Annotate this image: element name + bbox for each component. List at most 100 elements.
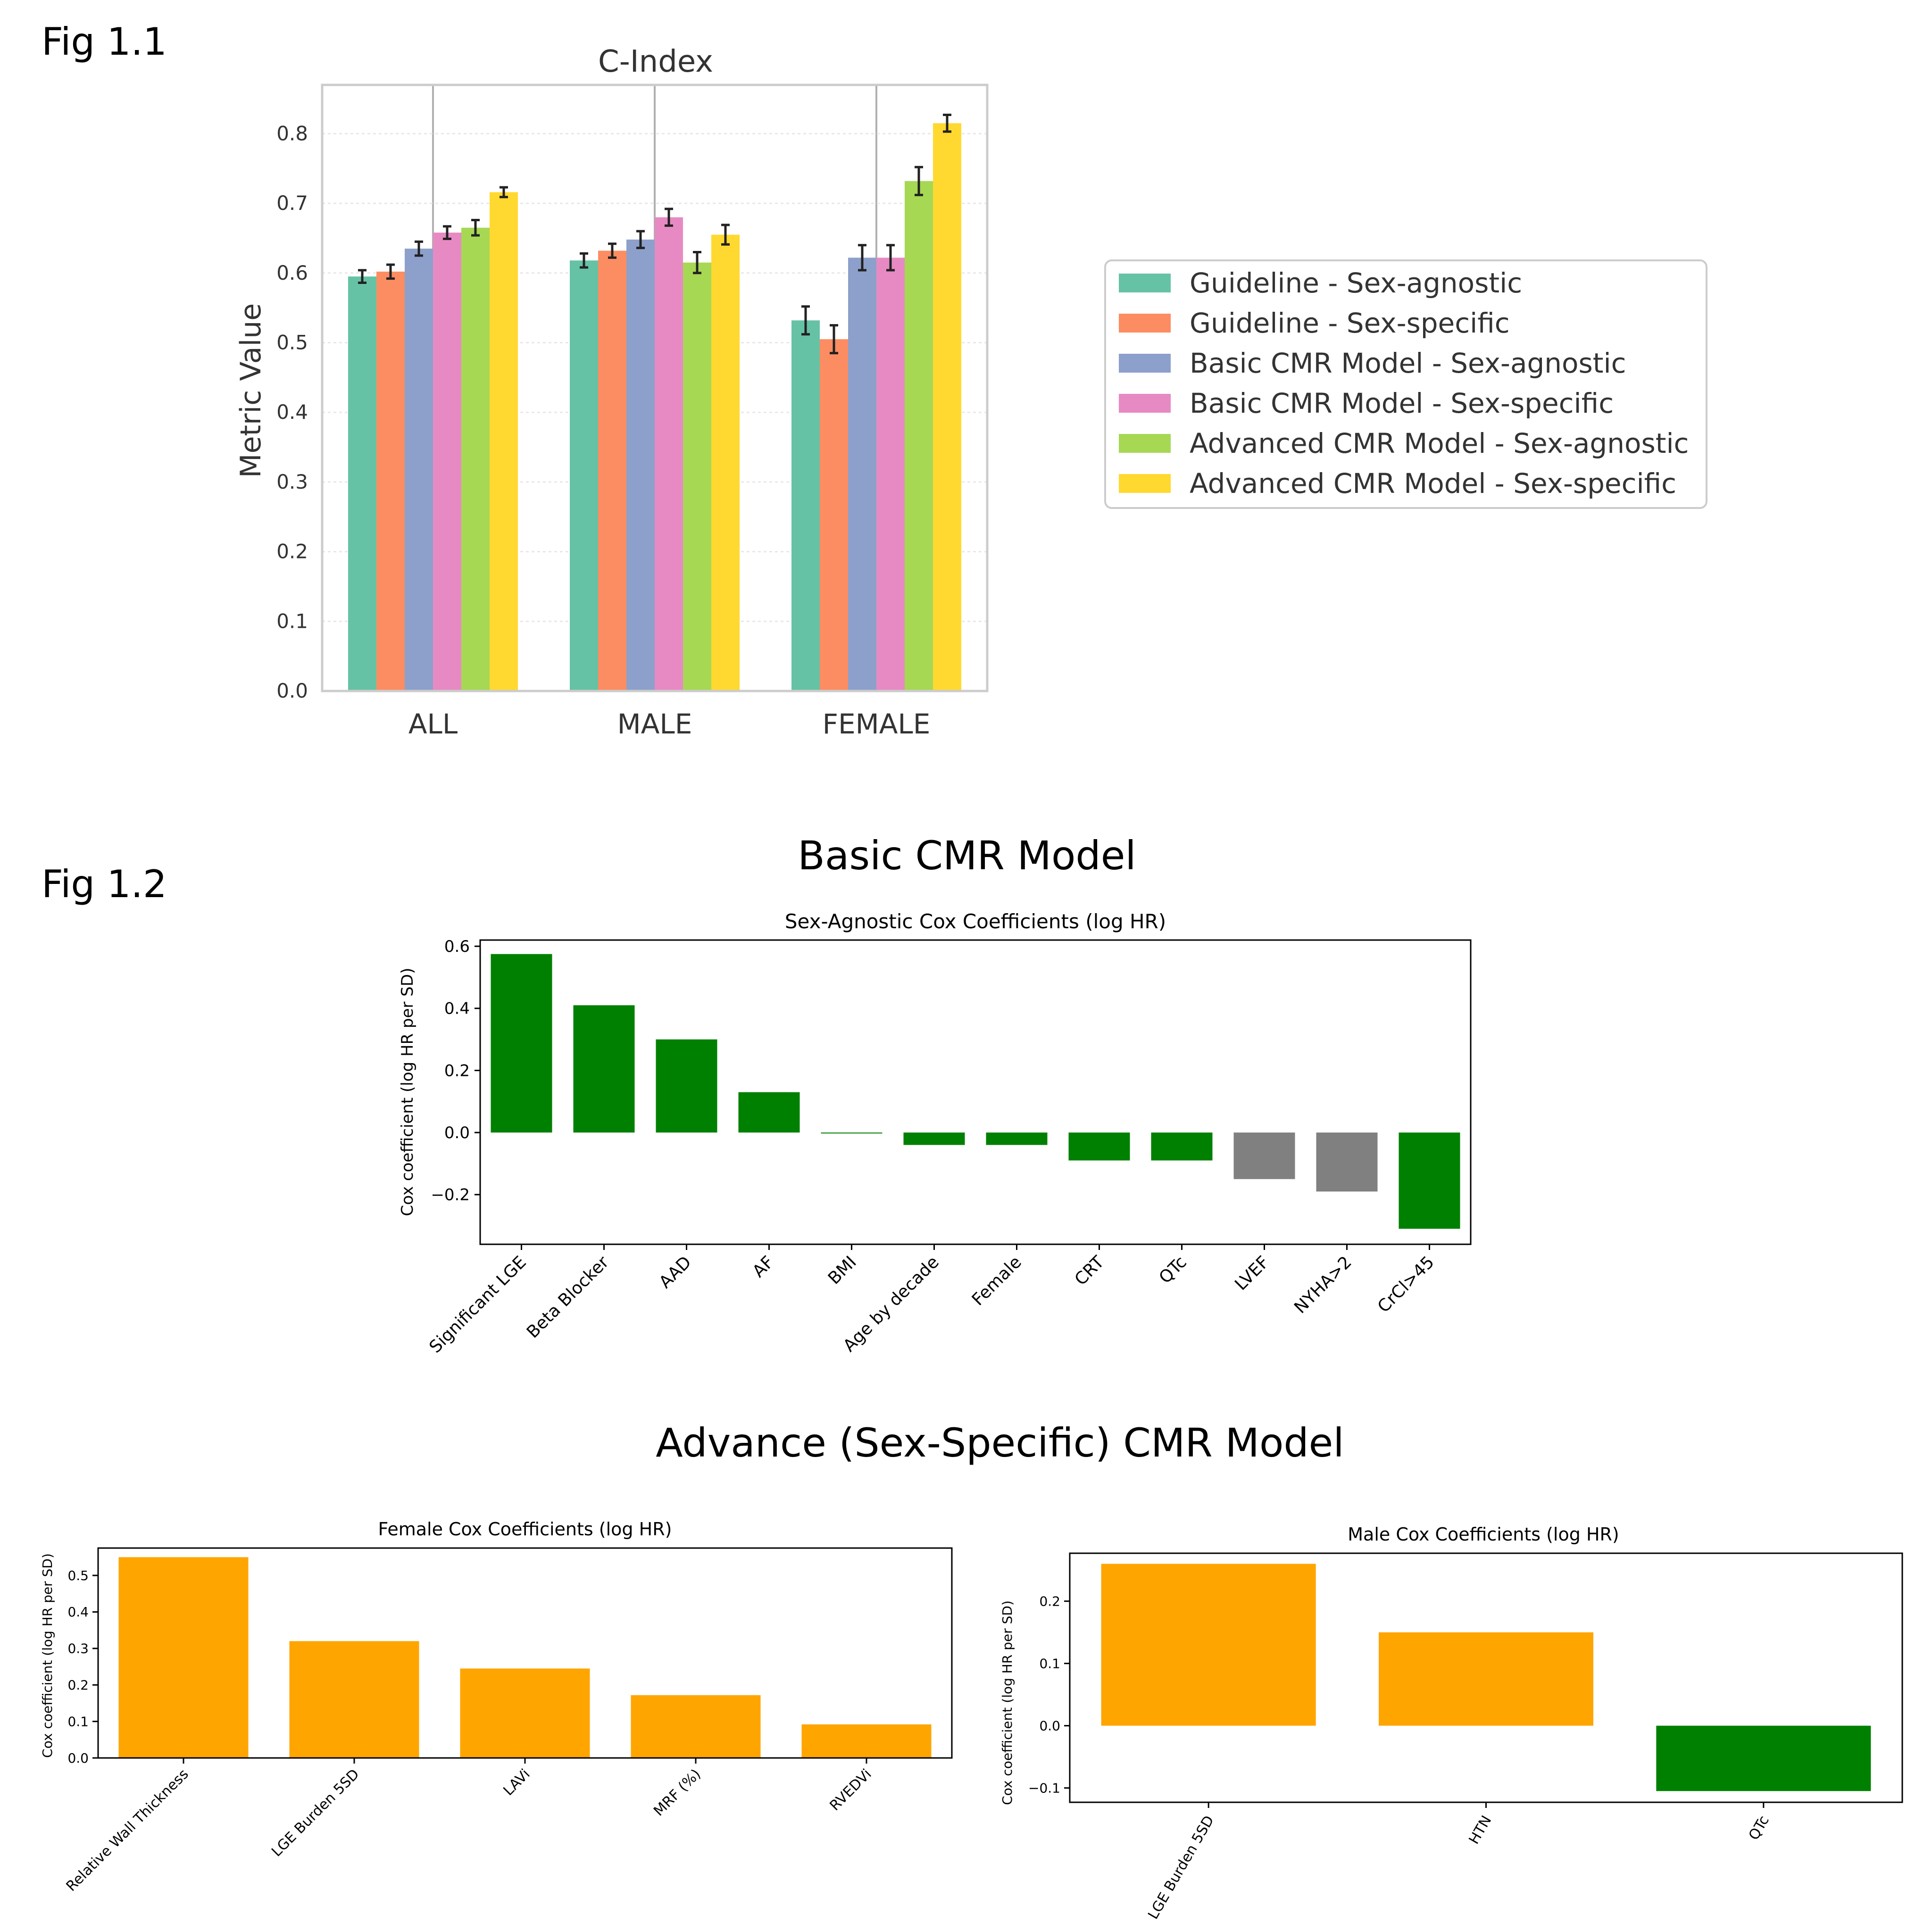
c-index-legend: Guideline - Sex-agnostic Guideline - Sex-… [1104, 259, 1707, 509]
male-x-tick-label: QTc [1746, 1813, 1773, 1843]
sex-agnostic-y-tick-label: 0.2 [444, 1061, 470, 1080]
female-y-tick-label: 0.4 [67, 1604, 89, 1620]
female-title: Female Cox Coefficients (log HR) [378, 1519, 672, 1540]
sex-agnostic-bar [986, 1133, 1048, 1145]
sex-agnostic-bar [1399, 1133, 1460, 1229]
sex-agnostic-bar [573, 1005, 635, 1133]
c-index-bar [905, 181, 933, 691]
sex-agnostic-bar [656, 1039, 717, 1133]
male-x-tick-label: HTN [1466, 1813, 1495, 1847]
female-plot-frame [97, 1547, 953, 1759]
female-y-tick-label: 0.2 [67, 1677, 89, 1693]
advance-model-title: Advance (Sex-Specific) CMR Model [656, 1420, 1344, 1466]
female-y-tick-label: 0.5 [67, 1568, 89, 1583]
female-bar [289, 1641, 419, 1758]
sex-agnostic-bar [1233, 1133, 1295, 1179]
male-y-axis-label: Cox coefficient (log HR per SD) [999, 1600, 1015, 1805]
male-bar [1101, 1564, 1316, 1726]
c-index-bar [490, 192, 518, 691]
c-index-y-tick-label: 0.1 [276, 609, 308, 633]
sex-agnostic-bar [1316, 1133, 1378, 1192]
c-index-y-axis-label: Metric Value [234, 303, 267, 478]
c-index-legend-label: Advanced CMR Model - Sex-agnostic [1190, 427, 1689, 459]
c-index-plot-frame [321, 83, 989, 692]
sex-agnostic-y-tick-label: 0.6 [444, 937, 470, 956]
sex-agnostic-y-tick-label: 0.0 [444, 1124, 470, 1142]
sex-agnostic-y-axis-label: Cox coefficient (log HR per SD) [398, 968, 417, 1216]
c-index-bar [876, 258, 905, 691]
female-bar [801, 1724, 932, 1758]
c-index-x-tick-label: MALE [617, 708, 692, 740]
c-index-legend-label: Guideline - Sex-agnostic [1190, 267, 1522, 299]
c-index-bar [376, 271, 405, 691]
c-index-legend-swatch [1119, 394, 1171, 413]
c-index-y-tick-label: 0.8 [276, 122, 308, 145]
c-index-y-tick-label: 0.5 [276, 331, 308, 354]
c-index-bar [848, 258, 876, 691]
male-bar [1656, 1725, 1871, 1791]
c-index-x-tick-label: ALL [408, 708, 458, 740]
c-index-title: C-Index [598, 44, 713, 79]
c-index-chart: C-Index Metric Value 0.0 0.1 0.2 0.3 0.4 0.5 0… [234, 44, 1707, 740]
c-index-bar [598, 250, 626, 691]
c-index-bar [791, 320, 820, 691]
c-index-bar [655, 217, 683, 691]
fig-1-1-label: Fig 1.1 [42, 20, 167, 64]
c-index-y-tick-label: 0.0 [276, 679, 308, 702]
c-index-bar [711, 234, 740, 691]
c-index-y-tick-label: 0.7 [276, 192, 308, 215]
c-index-legend-label: Basic CMR Model - Sex-agnostic [1190, 347, 1626, 379]
c-index-y-tick-label: 0.6 [276, 261, 308, 284]
female-y-axis-label: Cox coefficient (log HR per SD) [40, 1553, 55, 1758]
sex-agnostic-y-tick-label: −0.2 [431, 1186, 470, 1205]
male-y-tick-label: 0.2 [1039, 1593, 1060, 1609]
sex-agnostic-y-tick-label: 0.4 [444, 999, 470, 1018]
male-x-tick-label: LGE Burden 5SD [1145, 1813, 1217, 1923]
c-index-bar [461, 227, 490, 691]
sex-agnostic-bar [903, 1133, 965, 1145]
c-index-y-tick-label: 0.2 [276, 540, 308, 563]
male-y-tick-label: 0.1 [1039, 1656, 1060, 1671]
male-plot-frame [1069, 1552, 1903, 1803]
male-y-tick-label: 0.0 [1039, 1718, 1060, 1733]
c-index-legend-swatch [1119, 474, 1171, 493]
sex-agnostic-bar [491, 954, 552, 1133]
female-y-tick-label: 0.1 [67, 1714, 89, 1729]
c-index-legend-label: Guideline - Sex-specific [1190, 307, 1510, 339]
female-bar [631, 1695, 761, 1758]
c-index-bar [405, 249, 433, 691]
sex-agnostic-bar [1151, 1133, 1213, 1161]
male-bar [1379, 1632, 1593, 1726]
c-index-x-tick-label: FEMALE [823, 708, 931, 740]
sex-agnostic-cox-chart: Sex-Agnostic Cox Coefficients (log HR) C… [398, 910, 1472, 1357]
c-index-legend-swatch [1119, 354, 1171, 373]
c-index-bar [683, 262, 711, 691]
c-index-bar [626, 239, 655, 691]
basic-model-title: Basic CMR Model [798, 833, 1136, 879]
c-index-y-tick-label: 0.3 [276, 470, 308, 493]
c-index-bar [820, 339, 848, 691]
male-title: Male Cox Coefficients (log HR) [1348, 1524, 1619, 1545]
c-index-legend-label: Advanced CMR Model - Sex-specific [1190, 467, 1676, 500]
sex-agnostic-plot-frame [479, 939, 1472, 1245]
sex-agnostic-title: Sex-Agnostic Cox Coefficients (log HR) [785, 910, 1166, 933]
female-bar [460, 1668, 590, 1758]
c-index-bar [933, 123, 961, 691]
sex-agnostic-bar [738, 1092, 800, 1133]
c-index-bar [570, 260, 598, 691]
c-index-legend-swatch [1119, 314, 1171, 333]
female-y-tick-label: 0.0 [67, 1750, 89, 1766]
female-bar [118, 1557, 249, 1758]
fig-1-2-label: Fig 1.2 [42, 862, 167, 906]
c-index-legend-swatch [1119, 274, 1171, 292]
c-index-legend-swatch [1119, 434, 1171, 453]
c-index-bar [433, 233, 461, 691]
c-index-y-tick-label: 0.4 [276, 400, 308, 424]
c-index-bar [348, 276, 376, 691]
female-y-tick-label: 0.3 [67, 1641, 89, 1657]
male-y-tick-label: −0.1 [1028, 1780, 1060, 1796]
c-index-legend-label: Basic CMR Model - Sex-specific [1190, 387, 1614, 419]
sex-agnostic-bar [1068, 1133, 1130, 1161]
